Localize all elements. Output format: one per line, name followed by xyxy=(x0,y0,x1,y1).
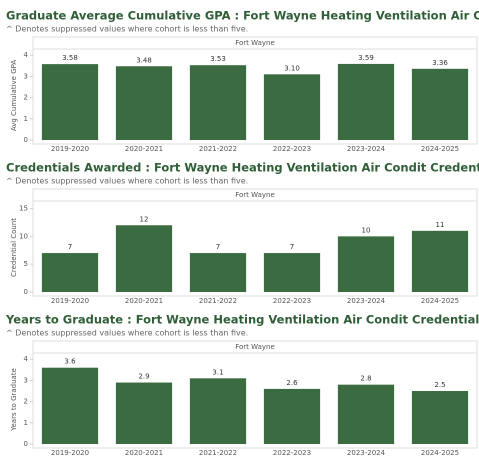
x-tick-label: 2022-2023 xyxy=(273,297,311,305)
bar xyxy=(411,230,469,292)
x-tick-label: 2024-2025 xyxy=(421,449,459,457)
bar xyxy=(189,65,247,140)
bar xyxy=(263,388,321,444)
bar xyxy=(115,225,173,292)
y-tick-label: 10 xyxy=(19,232,28,240)
panel xyxy=(32,340,478,449)
chart-title: Credentials Awarded : Fort Wayne Heating… xyxy=(6,161,479,175)
y-tick-label: 3 xyxy=(24,72,28,80)
panel xyxy=(32,36,478,145)
y-tick-label: 0 xyxy=(24,136,28,144)
panel-label: Fort Wayne xyxy=(235,39,275,47)
y-tick-label: 0 xyxy=(24,440,28,448)
x-tick-label: 2021-2022 xyxy=(199,145,237,153)
value-label: 3.59 xyxy=(358,54,374,62)
y-axis-label: Years to Graduate xyxy=(10,368,18,432)
bar xyxy=(337,384,395,444)
value-label: 3.10 xyxy=(284,64,300,72)
x-tick-label: 2020-2021 xyxy=(125,297,163,305)
value-label: 7 xyxy=(290,243,294,251)
x-tick-label: 2023-2024 xyxy=(347,297,386,305)
x-tick-label: 2021-2022 xyxy=(199,297,237,305)
chart-subtitle: ^ Denotes suppressed values where cohort… xyxy=(6,25,248,34)
y-tick-label: 5 xyxy=(24,260,28,268)
value-label: 3.53 xyxy=(210,55,226,63)
y-tick-label: 0 xyxy=(24,288,28,296)
y-tick-label: 2 xyxy=(24,94,28,102)
chart-subtitle: ^ Denotes suppressed values where cohort… xyxy=(6,177,248,186)
bar xyxy=(411,68,469,140)
value-label: 2.5 xyxy=(434,381,445,389)
bar xyxy=(337,236,395,292)
bar xyxy=(189,253,247,292)
bar xyxy=(337,63,395,140)
y-tick-label: 15 xyxy=(19,205,28,213)
panel-label: Fort Wayne xyxy=(235,343,275,351)
y-axis-label: Avg Cumulative GPA xyxy=(10,60,18,132)
y-axis-label: Credential Count xyxy=(10,218,18,277)
value-label: 3.58 xyxy=(62,54,78,62)
panel xyxy=(32,188,478,297)
bar xyxy=(115,382,173,444)
x-tick-label: 2020-2021 xyxy=(125,449,163,457)
y-tick-label: 3 xyxy=(24,376,28,384)
value-label: 12 xyxy=(140,215,149,223)
value-label: 7 xyxy=(68,243,72,251)
y-tick-label: 4 xyxy=(24,355,29,363)
x-tick-label: 2023-2024 xyxy=(347,145,386,153)
y-tick-label: 4 xyxy=(24,51,29,59)
value-label: 3.36 xyxy=(432,59,448,67)
y-tick-label: 1 xyxy=(24,419,28,427)
bar xyxy=(263,74,321,140)
panel-label: Fort Wayne xyxy=(235,191,275,199)
chart-title: Years to Graduate : Fort Wayne Heating V… xyxy=(5,313,479,327)
bar xyxy=(115,66,173,140)
x-tick-label: 2023-2024 xyxy=(347,449,386,457)
y-tick-label: 1 xyxy=(24,115,28,123)
bar xyxy=(189,378,247,444)
value-label: 3.1 xyxy=(212,368,223,376)
chart-title: Graduate Average Cumulative GPA : Fort W… xyxy=(6,9,479,23)
value-label: 2.8 xyxy=(360,375,371,383)
bar xyxy=(41,367,99,444)
x-tick-label: 2024-2025 xyxy=(421,297,459,305)
x-tick-label: 2022-2023 xyxy=(273,449,311,457)
x-tick-label: 2019-2020 xyxy=(51,145,89,153)
x-tick-label: 2020-2021 xyxy=(125,145,163,153)
x-tick-label: 2019-2020 xyxy=(51,449,89,457)
value-label: 11 xyxy=(436,221,445,229)
bar xyxy=(41,64,99,140)
bar xyxy=(411,391,469,444)
value-label: 2.6 xyxy=(286,379,298,387)
x-tick-label: 2024-2025 xyxy=(421,145,459,153)
bar xyxy=(263,253,321,292)
x-tick-label: 2022-2023 xyxy=(273,145,311,153)
x-tick-label: 2021-2022 xyxy=(199,449,237,457)
value-label: 2.9 xyxy=(138,373,149,381)
x-tick-label: 2019-2020 xyxy=(51,297,89,305)
value-label: 3.48 xyxy=(136,56,152,64)
value-label: 3.6 xyxy=(64,358,76,366)
bar xyxy=(41,253,99,292)
y-tick-label: 2 xyxy=(24,398,28,406)
value-label: 10 xyxy=(362,226,371,234)
chart-subtitle: ^ Denotes suppressed values where cohort… xyxy=(6,329,248,338)
value-label: 7 xyxy=(216,243,220,251)
